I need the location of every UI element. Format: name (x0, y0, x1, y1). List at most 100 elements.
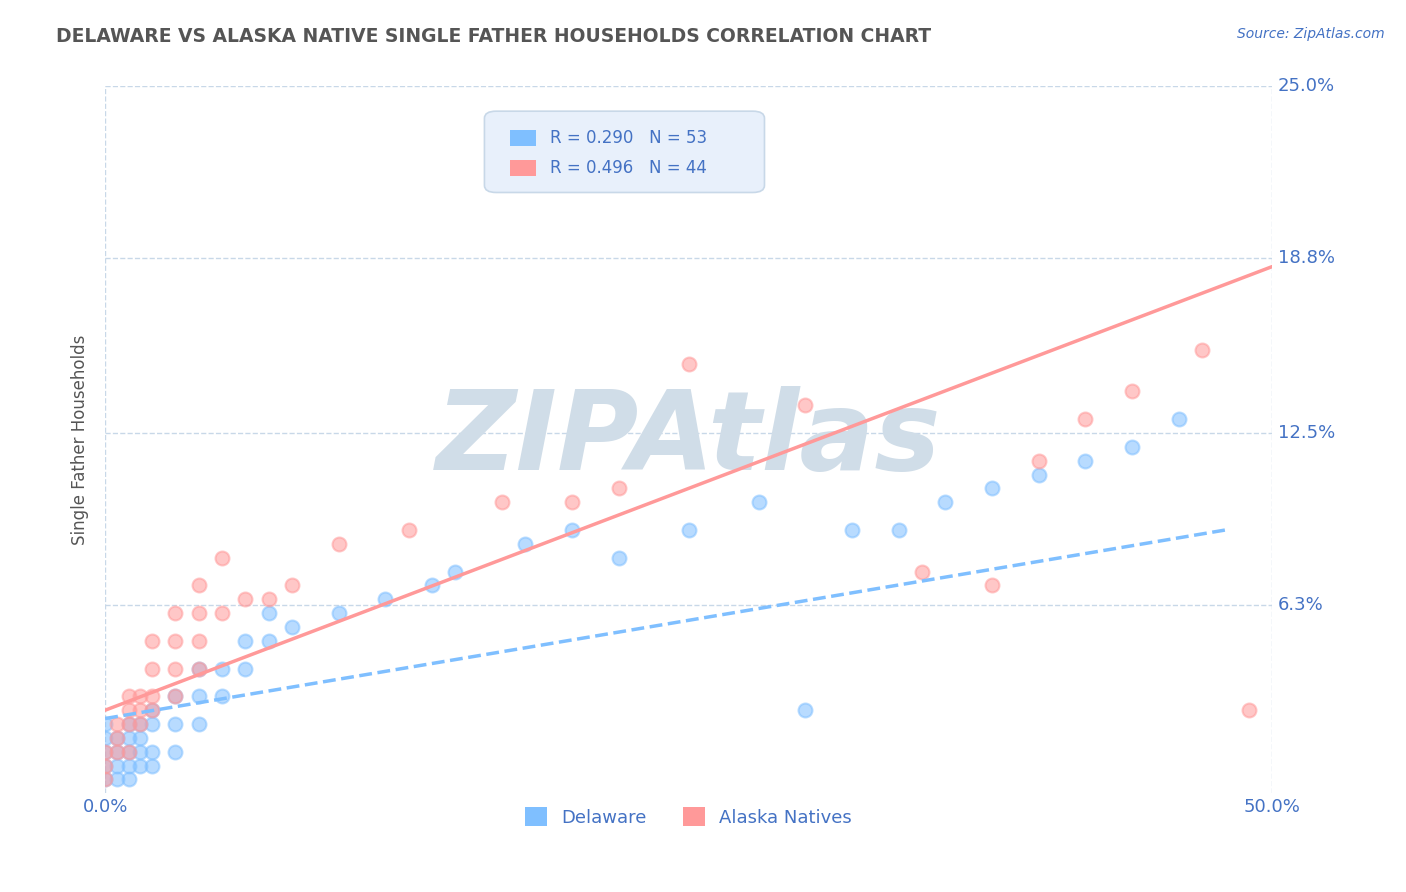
Point (211, 662, 233, 676)
Point (911, 565, 934, 579)
Point (105, 731, 128, 745)
Point (94, 772, 117, 787)
Text: R = 0.496   N = 44: R = 0.496 N = 44 (550, 159, 707, 177)
Point (187, 662, 209, 676)
Point (211, 550, 233, 565)
Point (129, 703, 152, 717)
Point (1074, 412, 1097, 426)
Point (981, 482, 1004, 496)
Point (94, 772, 117, 787)
Point (117, 690, 139, 704)
Point (561, 523, 583, 537)
Point (105, 745, 128, 759)
Point (794, 703, 817, 717)
Point (141, 703, 163, 717)
Point (129, 717, 152, 731)
Point (94, 717, 117, 731)
Point (257, 606, 280, 620)
Point (105, 731, 128, 745)
FancyBboxPatch shape (510, 160, 536, 176)
Point (561, 495, 583, 509)
Point (165, 690, 187, 704)
Point (117, 745, 139, 759)
Point (1028, 467, 1050, 482)
Y-axis label: Single Father Households: Single Father Households (72, 334, 89, 545)
Point (420, 578, 443, 592)
Point (281, 578, 304, 592)
Point (105, 717, 128, 731)
Text: R = 0.290   N = 53: R = 0.290 N = 53 (550, 129, 707, 147)
Point (165, 717, 187, 731)
Point (1028, 453, 1050, 467)
Legend: Delaware, Alaska Natives: Delaware, Alaska Natives (519, 800, 859, 834)
Point (233, 633, 256, 648)
Point (328, 606, 350, 620)
Point (211, 606, 233, 620)
Point (165, 662, 187, 676)
Point (1191, 343, 1213, 357)
Point (105, 758, 128, 772)
Point (141, 703, 163, 717)
Text: 25.0%: 25.0% (1278, 78, 1336, 95)
Point (105, 745, 128, 759)
Point (187, 717, 209, 731)
Point (94, 745, 117, 759)
Point (129, 745, 152, 759)
Point (141, 662, 163, 676)
Point (141, 758, 163, 772)
Point (129, 717, 152, 731)
Point (187, 606, 209, 620)
Point (257, 592, 280, 607)
Point (105, 772, 128, 787)
Point (187, 633, 209, 648)
Point (1121, 384, 1143, 399)
Point (374, 592, 396, 607)
Text: DELAWARE VS ALASKA NATIVE SINGLE FATHER HOUSEHOLDS CORRELATION CHART: DELAWARE VS ALASKA NATIVE SINGLE FATHER … (56, 27, 931, 45)
Point (1167, 412, 1189, 426)
Point (187, 690, 209, 704)
Point (94, 758, 117, 772)
Point (1121, 440, 1143, 454)
Point (748, 495, 770, 509)
FancyBboxPatch shape (485, 112, 765, 193)
Point (607, 550, 630, 565)
Point (328, 537, 350, 551)
Point (94, 731, 117, 745)
Point (141, 690, 163, 704)
Point (117, 772, 139, 787)
Point (233, 592, 256, 607)
Point (117, 758, 139, 772)
Point (794, 398, 817, 412)
Point (491, 495, 513, 509)
Text: ZIPAtlas: ZIPAtlas (436, 386, 942, 493)
Point (934, 495, 956, 509)
Point (1074, 453, 1097, 467)
Point (981, 578, 1004, 592)
Text: Source: ZipAtlas.com: Source: ZipAtlas.com (1237, 27, 1385, 41)
Point (117, 717, 139, 731)
Point (129, 758, 152, 772)
Point (515, 537, 537, 551)
Text: 18.8%: 18.8% (1278, 250, 1334, 268)
Point (257, 633, 280, 648)
Point (117, 717, 139, 731)
Point (165, 633, 187, 648)
Point (117, 745, 139, 759)
Point (94, 758, 117, 772)
Point (94, 745, 117, 759)
Point (165, 745, 187, 759)
Text: 6.3%: 6.3% (1278, 596, 1323, 614)
Point (233, 662, 256, 676)
Point (841, 523, 863, 537)
Point (398, 523, 420, 537)
Point (887, 523, 910, 537)
Point (165, 690, 187, 704)
Point (141, 633, 163, 648)
Point (187, 662, 209, 676)
FancyBboxPatch shape (510, 130, 536, 145)
Text: 12.5%: 12.5% (1278, 424, 1336, 442)
Point (117, 703, 139, 717)
Point (141, 745, 163, 759)
Point (211, 690, 233, 704)
Point (187, 578, 209, 592)
